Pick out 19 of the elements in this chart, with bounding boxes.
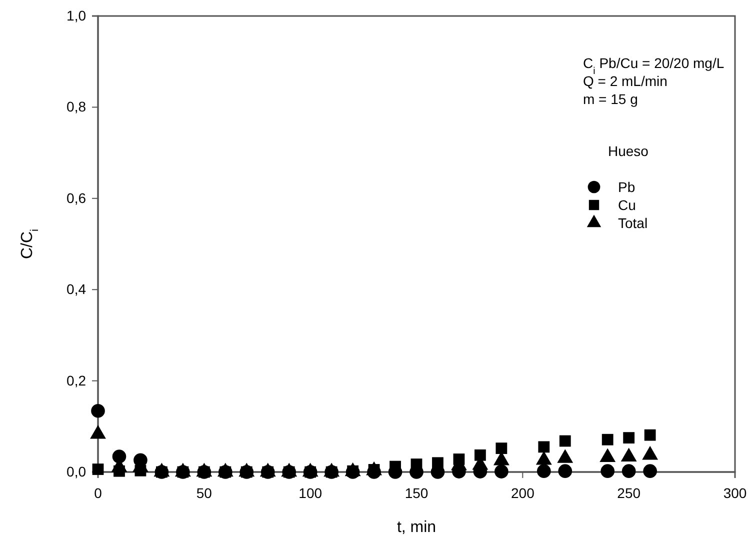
- legend-label: Cu: [618, 197, 636, 213]
- y-tick-label: 0,4: [66, 281, 86, 298]
- x-tick-label: 50: [196, 484, 212, 501]
- y-tick-label: 0,2: [66, 372, 86, 388]
- y-tick-label: 0,0: [66, 463, 86, 480]
- y-tick-label: 1,0: [66, 7, 86, 24]
- x-tick-label: 0: [94, 484, 102, 501]
- x-tick-label: 300: [723, 484, 747, 501]
- y-tick-label: 0,6: [66, 190, 86, 206]
- x-tick-label: 100: [298, 484, 322, 501]
- x-tick-label: 200: [510, 484, 535, 501]
- legend-title: Hueso: [608, 143, 649, 159]
- x-axis-title: t, min: [396, 519, 436, 536]
- x-tick-label: 150: [404, 484, 428, 501]
- annotation: m = 15 g: [583, 91, 638, 107]
- x-tick-label: 250: [617, 484, 641, 501]
- legend-label: Total: [618, 215, 648, 231]
- legend-label: Pb: [618, 179, 636, 195]
- y-tick-label: 0,8: [66, 98, 86, 115]
